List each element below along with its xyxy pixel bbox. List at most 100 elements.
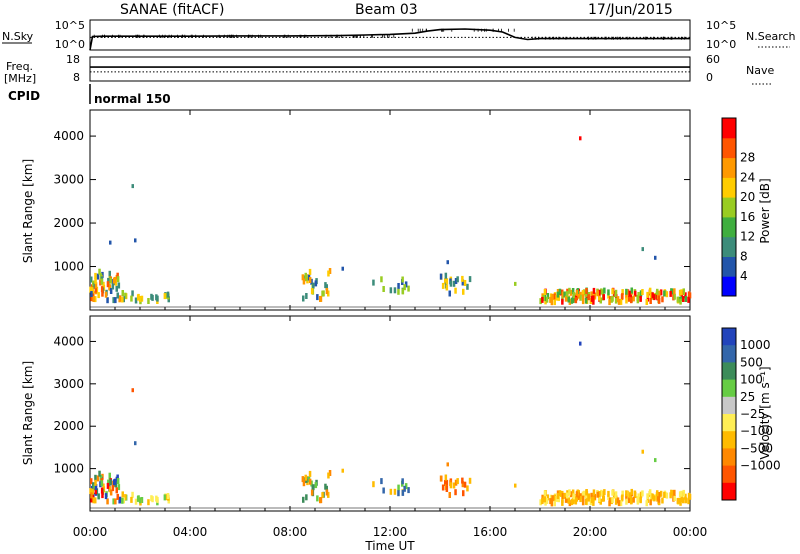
scatter-point <box>97 493 100 500</box>
scatter-point <box>641 247 644 252</box>
scatter-point <box>104 493 108 500</box>
scatter-point <box>627 295 631 302</box>
scatter-point <box>684 497 688 504</box>
colorbar-tick-label: −1000 <box>740 459 781 473</box>
scatter-point <box>312 282 315 289</box>
scatter-point <box>325 288 329 294</box>
scatter-point <box>641 289 644 295</box>
velocity-colorbar: 1000 500 100 25 −25 −100 −500 −1000 <box>721 327 781 501</box>
scatter-point <box>124 494 127 501</box>
scatter-point <box>124 292 127 299</box>
scatter-point <box>97 292 100 299</box>
scatter-point <box>682 296 685 302</box>
scatter-point <box>304 272 307 279</box>
nave-label: Nave <box>746 64 774 77</box>
scatter-point <box>581 495 585 502</box>
scatter-point <box>630 488 633 495</box>
scatter-point <box>131 184 134 189</box>
scatter-point <box>574 498 578 505</box>
x-tick-label: 08:00 <box>273 525 308 539</box>
cpid-value: normal 150 <box>94 92 171 106</box>
scatter-point <box>341 266 344 271</box>
noise-series-0 <box>89 28 690 51</box>
scatter-point <box>468 276 472 283</box>
scatter-point <box>130 295 133 302</box>
scatter-point <box>596 491 599 498</box>
y-tick-label: 1000 <box>53 462 84 476</box>
scatter-point <box>138 296 142 302</box>
colorbar-swatch <box>722 276 736 297</box>
scatter-point <box>687 498 690 505</box>
colorbar-swatch <box>722 256 736 277</box>
scatter-point <box>546 293 550 299</box>
scatter-point <box>99 273 103 280</box>
scatter-point <box>678 289 682 296</box>
colorbar-swatch <box>722 328 736 346</box>
scatter-point <box>101 271 104 278</box>
scatter-point <box>456 276 459 283</box>
scatter-point <box>382 487 385 494</box>
scatter-point <box>372 279 375 286</box>
scatter-point <box>567 296 570 303</box>
scatter-point <box>118 296 121 303</box>
scatter-point <box>542 496 545 503</box>
scatter-point <box>101 492 104 499</box>
scatter-point <box>134 441 137 446</box>
scatter-point <box>308 268 312 275</box>
date-title: 17/Jun/2015 <box>588 2 673 18</box>
scatter-point <box>579 136 582 141</box>
scatter-point <box>122 296 125 303</box>
scatter-point <box>121 290 124 296</box>
scatter-point <box>393 287 397 294</box>
scatter-point <box>656 288 659 295</box>
scatter-point <box>592 489 596 496</box>
scatter-point <box>557 496 560 503</box>
scatter-point <box>601 490 605 497</box>
scatter-point <box>96 273 100 280</box>
colorbar-swatch <box>722 362 736 381</box>
noise-left-tick-bottom: 10^0 <box>55 38 85 51</box>
freq-left-tick-bottom: 8 <box>73 71 80 84</box>
scatter-point <box>397 490 400 497</box>
power-y-axis: 1000 2000 3000 4000 <box>53 129 690 274</box>
scatter-point <box>543 289 547 295</box>
scatter-point <box>444 480 447 486</box>
scatter-point <box>100 480 103 487</box>
scatter-point <box>462 490 465 497</box>
colorbar-swatch <box>722 216 736 238</box>
scatter-point <box>98 470 101 477</box>
scatter-point <box>305 293 308 299</box>
scatter-point <box>441 484 445 491</box>
scatter-point <box>106 297 109 304</box>
scatter-point <box>592 499 595 506</box>
scatter-point <box>401 489 405 496</box>
scatter-point <box>639 497 642 504</box>
scatter-point <box>541 498 544 505</box>
scatter-point <box>673 288 676 295</box>
velocity-y-axis: 1000 2000 3000 4000 <box>53 334 690 476</box>
scatter-point <box>549 296 552 303</box>
scatter-point <box>444 278 447 285</box>
colorbar-tick-label: 1000 <box>740 338 771 352</box>
scatter-point <box>553 299 556 306</box>
scatter-point <box>645 500 648 507</box>
scatter-point <box>611 497 614 503</box>
scatter-point <box>665 291 669 298</box>
scatter-point <box>568 287 571 294</box>
scatter-point <box>112 297 115 304</box>
scatter-point <box>116 493 119 500</box>
colorbar-swatch <box>722 465 736 484</box>
scatter-point <box>98 268 101 275</box>
scatter-point <box>625 288 628 295</box>
scatter-point <box>615 294 618 301</box>
scatter-point <box>448 290 451 297</box>
scatter-point <box>680 294 683 301</box>
scatter-point <box>324 483 327 490</box>
scatter-point <box>441 282 445 289</box>
scatter-point <box>314 482 318 489</box>
scatter-point <box>669 290 672 297</box>
scatter-point <box>625 498 628 505</box>
scatter-point <box>310 278 313 285</box>
scatter-point <box>649 293 653 300</box>
freq-left-tick-top: 18 <box>66 53 80 66</box>
